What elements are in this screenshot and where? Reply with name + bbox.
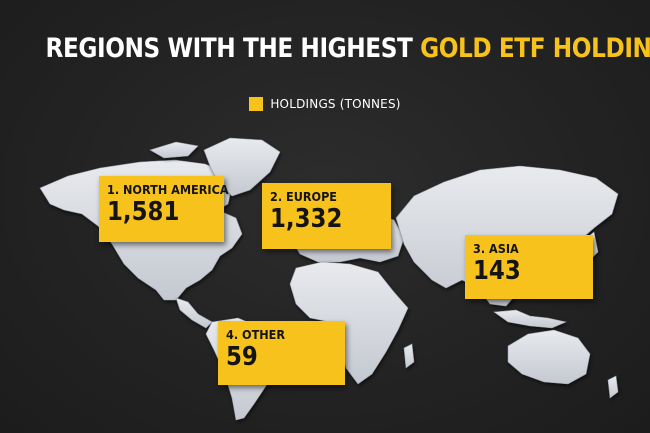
region-name: 2. EUROPE — [270, 189, 338, 204]
region-value: 143 — [473, 256, 521, 286]
region-label-europe: 2. EUROPE 1,332 — [262, 183, 391, 249]
new-zealand-landmass — [607, 375, 619, 399]
australia-landmass — [507, 329, 591, 385]
arctic-islands-landmass — [149, 141, 199, 159]
title-accent: GOLD ETF HOLDINGS — [420, 33, 650, 64]
title-main: REGIONS WITH THE HIGHEST — [45, 33, 421, 64]
region-name: 4. OTHER — [226, 327, 286, 342]
region-label-north-america: 1. NORTH AMERICA 1,581 — [99, 176, 229, 242]
legend: HOLDINGS (TONNES) — [0, 97, 650, 111]
region-value: 59 — [226, 342, 258, 372]
legend-label: HOLDINGS (TONNES) — [270, 97, 401, 111]
africa-landmass — [289, 261, 409, 385]
region-label-asia: 3. ASIA 143 — [465, 235, 593, 299]
region-value: 1,581 — [107, 197, 180, 227]
legend-swatch — [249, 97, 264, 111]
indonesia-landmass — [493, 309, 567, 329]
region-value: 1,332 — [270, 204, 343, 234]
madagascar-landmass — [403, 343, 415, 369]
region-name: 1. NORTH AMERICA — [107, 182, 229, 197]
central-america-landmass — [175, 297, 213, 329]
region-label-other: 4. OTHER 59 — [218, 321, 345, 385]
region-name: 3. ASIA — [473, 241, 519, 256]
page-title: REGIONS WITH THE HIGHEST GOLD ETF HOLDIN… — [45, 33, 650, 64]
